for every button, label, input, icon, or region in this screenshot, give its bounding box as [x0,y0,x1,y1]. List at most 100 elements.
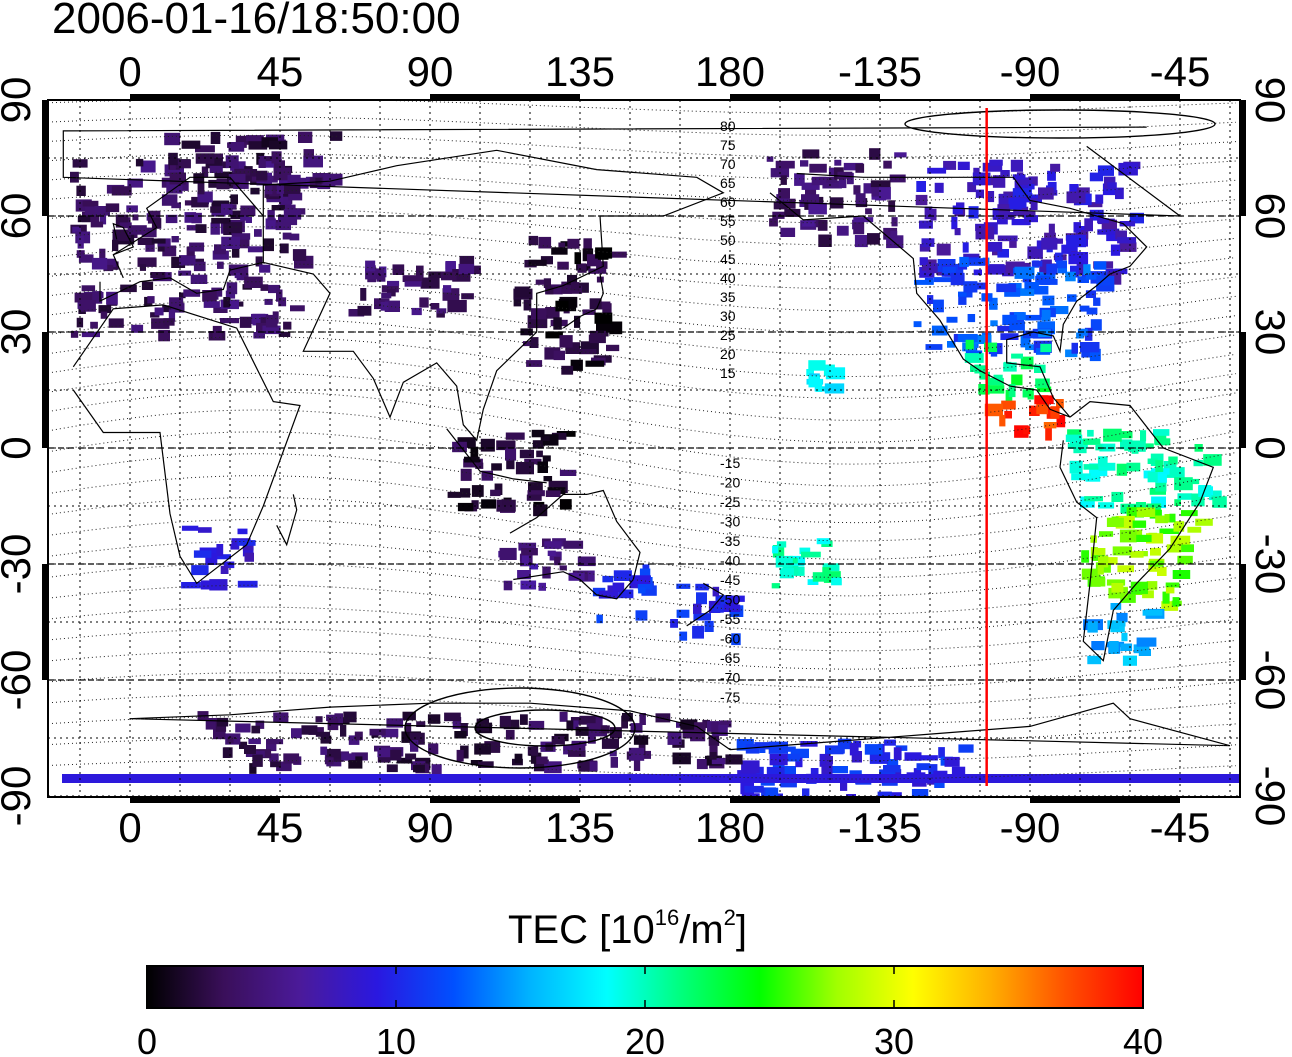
tec-pixel [179,292,186,299]
tec-region-east-asia [513,235,627,375]
tec-pixel [766,766,785,777]
tec-pixel [546,286,554,295]
tec-pixel [1077,187,1090,194]
tec-pixel [528,259,547,266]
tec-pixel [1047,170,1056,181]
tec-pixel [1174,477,1193,491]
tec-pixel [1097,229,1116,235]
contour-label-north: 15 [720,365,736,381]
tec-pixel [555,300,569,312]
map-border [47,99,1241,798]
tec-pixel [271,151,282,164]
tec-pixel [692,625,704,639]
tec-pixel [380,301,389,311]
tec-pixel [588,268,607,274]
tec-pixel [973,269,982,276]
tec-pixel [827,747,845,754]
tec-pixel [711,758,726,765]
tec-pixel [812,572,827,582]
tec-pixel [396,757,413,764]
tec-pixel [105,203,120,213]
tec-pixel [535,279,545,285]
contour-loop-north [904,109,1216,139]
tec-pixel [808,360,826,371]
tec-pixel [709,752,717,760]
tec-pixel [386,764,398,773]
tec-pixel [1161,601,1179,611]
tec-pixel [890,230,898,238]
frame-bar-bottom [130,797,280,803]
tec-pixel [884,739,896,746]
bottom-lon-label: 90 [407,804,454,851]
tec-pixel [217,261,224,269]
contour-label-north: 45 [720,251,736,267]
tec-pixel [831,766,848,774]
tec-pixel [254,229,262,237]
tec-pixel [320,735,332,744]
tec-pixel [1087,621,1098,633]
tec-pixel [974,334,992,344]
tec-pixel [1087,429,1094,437]
tec-pixel [405,722,412,732]
tec-pixel [787,753,800,762]
contour-label-south: -40 [720,553,740,569]
tec-pixel [1110,244,1121,256]
tec-pixel [98,305,112,314]
tec-pixel [523,299,532,311]
tec-pixel [571,282,580,291]
tec-pixel [259,264,271,273]
tec-pixel [682,728,702,739]
tec-pixel [1136,507,1156,517]
tec-pixel [530,337,539,348]
tec-pixel [984,342,998,352]
tec-pixel [1170,535,1191,545]
tec-pixel [369,728,386,736]
tec-pixel [1037,386,1052,393]
tec-pixel [954,228,961,236]
tec-pixel [223,747,233,758]
tec-pixel [527,746,539,756]
tec-pixel [1056,415,1066,428]
tec-pixel [214,244,226,255]
tec-pixel [838,178,847,189]
tec-pixel [205,553,218,565]
tec-pixel [1117,237,1137,244]
tec-pixel [203,301,220,308]
tec-pixel [266,739,284,745]
tec-pixel [208,179,221,188]
tec-pixel [303,155,323,168]
tec-pixel [1102,183,1117,196]
tec-pixel [213,554,231,560]
tec-pixel [578,282,589,293]
tec-pixel [484,741,501,753]
tec-pixel [978,384,990,395]
left-lat-label: 60 [0,193,39,240]
tec-pixel [801,182,820,190]
right-lat-label: -60 [1247,650,1292,711]
tec-pixel [1008,384,1016,398]
tec-pixel [235,135,252,145]
tec-pixel [990,320,998,327]
tec-pixel [1115,230,1127,240]
tec-pixel [340,724,347,737]
contour-label-south: -55 [720,611,740,627]
tec-pixel [583,238,592,251]
tec-pixel [822,563,840,572]
tec-pixel [808,375,820,388]
tec-pixel [387,280,400,286]
tec-pixel [1169,513,1176,523]
tec-pixel [271,205,285,211]
tec-pixel [986,377,1004,386]
tec-pixel [780,175,787,185]
tec-pixel [544,541,562,549]
tec-pixel [324,757,334,765]
tec-pixel [1119,242,1137,252]
bottom-lon-label: 0 [118,804,141,851]
tec-pixel [475,462,484,469]
tec-pixel [283,753,300,764]
tec-pixel [1024,215,1038,223]
tec-pixel [169,172,186,185]
tec-pixel [1108,587,1128,599]
tec-pixel [942,266,956,274]
tec-pixel [772,545,785,558]
